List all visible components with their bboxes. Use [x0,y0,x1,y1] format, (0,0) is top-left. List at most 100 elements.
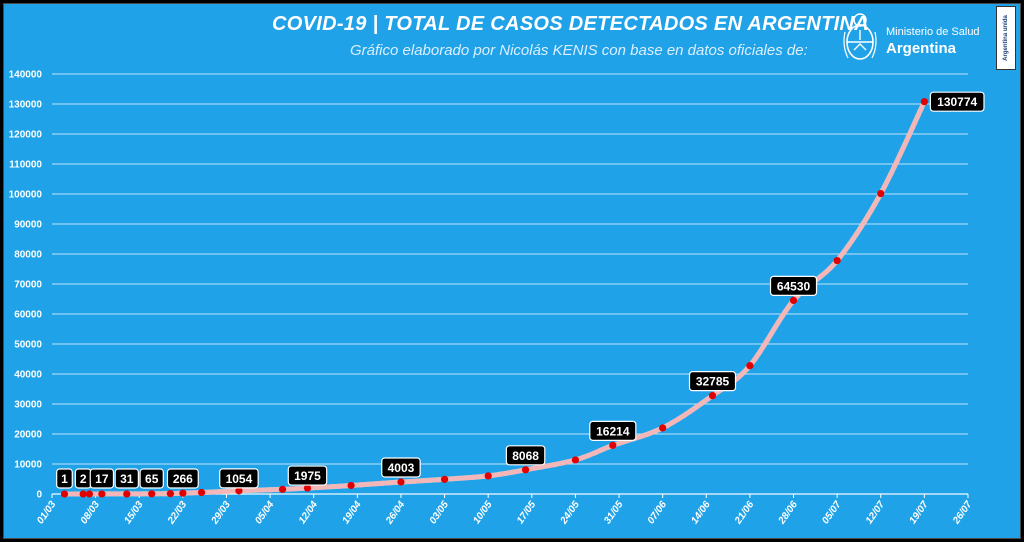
data-label-text: 1 [61,472,68,486]
x-tick-label: 29/03 [209,499,233,527]
y-tick-label: 0 [36,490,42,501]
data-label-box [114,468,139,489]
data-label-text: 4003 [388,461,415,475]
data-label: 32785 [688,371,737,392]
data-point [571,456,580,464]
x-tick-label: 05/07 [820,499,844,526]
x-tick-label: 12/07 [864,499,888,526]
y-tick-label: 110000 [9,160,42,171]
data-point [789,296,798,305]
data-point [235,487,243,495]
x-tick-label: 12/04 [297,499,321,526]
data-label: 65 [139,468,164,489]
data-label: 64530 [769,275,818,297]
data-point [397,478,405,486]
data-point [179,489,187,497]
data-label-text: 1975 [294,469,321,483]
x-tick-label: 01/03 [35,499,59,526]
logo-line-country: Argentina [886,40,957,57]
data-label-box [929,91,985,112]
coat-of-arms-icon [843,13,877,60]
x-tick-label: 28/06 [776,499,800,527]
data-point [197,488,206,497]
data-label-text: 2 [80,472,87,486]
ministry-logo: Ministerio de Salud Argentina [840,10,980,70]
x-tick-label: 22/03 [165,499,189,527]
data-label: 266 [166,468,199,489]
data-label: 16214 [589,420,637,441]
x-axis: 01/03 08/03 15/03 22/03 29/03 05/04 12/04 19/04… [35,494,975,527]
logo-line-ministry: Ministerio de Salud [886,26,980,38]
data-point [484,472,492,480]
data-point [123,490,131,498]
chart-subtitle: Gráfico elaborado por Nicolás KENIS con … [350,42,808,59]
data-label-box [688,371,737,392]
data-point [60,490,69,498]
data-label-text: 130774 [937,95,977,109]
data-point [833,256,841,265]
data-point [920,98,928,106]
chart-title: COVID-19 | TOTAL DE CASOS DETECTADOS EN … [272,13,870,35]
y-tick-label: 50000 [14,340,42,351]
data-label: 17 [89,468,115,489]
y-tick-label: 60000 [14,310,42,321]
y-tick-label: 120000 [9,130,43,141]
y-tick-label: 140000 [9,70,43,81]
data-label-text: 8068 [512,449,539,463]
x-tick-label: 26/04 [383,499,407,527]
series-line [62,99,927,497]
y-tick-label: 70000 [14,280,42,291]
data-point [609,441,617,449]
x-tick-label: 15/03 [122,499,146,526]
data-label: 2 [74,468,92,489]
x-tick-label: 24/05 [558,499,582,527]
y-tick-label: 40000 [14,370,42,381]
x-tick-label: 14/06 [689,499,713,526]
series-total-cases [60,98,928,498]
data-label-text: 16214 [596,424,630,438]
data-label: 4003 [381,457,421,478]
x-tick-label: 31/05 [602,499,626,526]
data-label-text: 64530 [777,279,811,293]
x-tick-label: 10/05 [471,499,495,526]
data-point [79,490,87,498]
data-label: 8068 [505,445,546,466]
data-point [521,466,530,474]
x-tick-label: 05/04 [253,499,277,526]
data-point [85,490,93,498]
data-label-box [139,468,164,489]
data-point [278,485,287,493]
x-tick-label: 21/06 [732,499,756,527]
data-label-box [505,445,546,466]
y-tick-label: 100000 [9,190,43,201]
data-point [708,392,717,400]
data-point [166,490,174,498]
data-label-box [89,468,115,489]
data-label-text: 1054 [226,472,253,486]
data-label-box [589,420,637,441]
y-tick-label: 20000 [14,430,42,441]
x-tick-label: 03/05 [428,499,452,526]
data-point [98,490,106,498]
data-label-box [287,465,328,486]
x-tick-label: 19/07 [907,499,931,526]
data-point [659,424,667,432]
data-label-box [219,468,259,489]
data-label: 31 [114,468,139,489]
data-label-text: 65 [145,472,159,486]
data-label-text: 31 [120,472,134,486]
data-label-text: 266 [173,472,193,486]
y-tick-label: 90000 [14,220,42,231]
data-point [746,362,754,370]
data-point [303,484,312,492]
x-tick-label: 07/06 [646,499,670,526]
y-tick-label: 80000 [14,250,42,261]
gridlines [52,73,968,495]
data-label-text: 17 [95,472,109,486]
data-label: 1054 [219,468,259,489]
data-point [877,189,885,198]
argentina-unida-badge: Argentina unida [996,6,1016,70]
data-label-box [56,468,73,489]
data-point [347,481,355,490]
data-label-box [769,275,818,297]
